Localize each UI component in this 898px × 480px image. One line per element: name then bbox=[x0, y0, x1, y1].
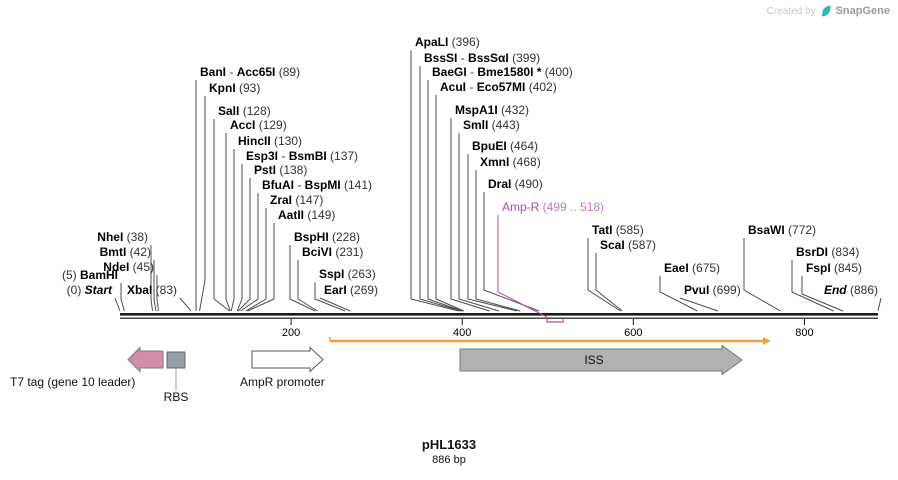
site-leader-AatII bbox=[247, 223, 275, 312]
site-label-SalI[interactable]: SalI (128) bbox=[218, 104, 271, 118]
site-leader-NdeI bbox=[156, 275, 159, 312]
site-label-Start[interactable]: (0) Start bbox=[67, 283, 113, 297]
site-leader-SalI bbox=[213, 119, 230, 312]
snapgene-watermark: Created by SnapGene bbox=[767, 4, 890, 18]
site-label-ScaI[interactable]: ScaI (587) bbox=[600, 238, 656, 252]
site-leader-Esp3I-BsmBI bbox=[236, 164, 243, 312]
site-label-BpuEI[interactable]: BpuEI (464) bbox=[472, 139, 538, 153]
feature-rbs-label[interactable]: RBS bbox=[164, 390, 189, 404]
site-leader-Start bbox=[114, 297, 121, 312]
site-leader-BsaWI bbox=[743, 238, 781, 312]
site-label-EarI[interactable]: EarI (269) bbox=[324, 283, 378, 297]
site-leader-BsrDI bbox=[791, 260, 834, 312]
site-leader-SmlI bbox=[458, 133, 500, 312]
site-leader-EarI bbox=[319, 297, 351, 312]
site-label-NdeI[interactable]: NdeI (45) bbox=[103, 260, 154, 274]
site-leader-BamHI bbox=[120, 283, 125, 312]
site-leader-NheI bbox=[150, 245, 154, 312]
site-leader-EaeI bbox=[659, 276, 698, 312]
site-leader-ZraI bbox=[245, 208, 267, 312]
site-label-PvuI[interactable]: PvuI (699) bbox=[684, 283, 741, 297]
site-leader-HincII bbox=[230, 149, 235, 312]
site-label-ZraI[interactable]: ZraI (147) bbox=[270, 193, 323, 207]
feature-iss-arrow[interactable] bbox=[459, 344, 743, 376]
site-label-ApaLI[interactable]: ApaLI (396) bbox=[415, 35, 480, 49]
site-label-HincII[interactable]: HincII (130) bbox=[238, 134, 302, 148]
snapgene-logo-icon bbox=[820, 4, 832, 18]
feature-ampr-promoter-label[interactable]: AmpR promoter bbox=[240, 375, 325, 389]
site-label-BciVI[interactable]: BciVI (231) bbox=[302, 245, 363, 259]
site-leader-BciVI bbox=[297, 260, 318, 312]
map-title-block: pHL1633 886 bp bbox=[0, 437, 898, 466]
site-leader-BssSI-BssSaI bbox=[419, 66, 462, 312]
ruler-label-200: 200 bbox=[282, 327, 300, 339]
site-leader-BaeGI-Bme1580I bbox=[427, 80, 463, 312]
site-leader-SspI bbox=[314, 282, 346, 312]
site-label-BssSI-BssSaI[interactable]: BssSI - BssSαI (399) bbox=[424, 51, 540, 65]
amp-r-range-bracket bbox=[546, 317, 564, 323]
feature-t7-tag-arrow[interactable] bbox=[127, 346, 164, 373]
site-label-FspI[interactable]: FspI (845) bbox=[806, 261, 862, 275]
ruler-label-800: 800 bbox=[795, 327, 813, 339]
site-leader-AcuI-Eco57MI bbox=[435, 95, 465, 312]
site-leader-XmnI bbox=[475, 170, 521, 312]
site-label-MspA1I[interactable]: MspA1I (432) bbox=[455, 103, 529, 117]
site-label-AccI[interactable]: AccI (129) bbox=[230, 118, 287, 132]
feature-iss-label[interactable]: ISS bbox=[584, 353, 603, 367]
site-leader-KpnI bbox=[199, 96, 206, 312]
site-label-BmtI[interactable]: BmtI (42) bbox=[100, 245, 151, 259]
site-leader-Amp-R bbox=[497, 215, 548, 318]
plasmid-name: pHL1633 bbox=[421, 437, 477, 452]
site-label-Esp3I-BsmBI[interactable]: Esp3I - BsmBI (137) bbox=[246, 149, 358, 163]
site-label-BfuAI-BspMI[interactable]: BfuAI - BspMI (141) bbox=[262, 178, 372, 192]
site-label-SmlI[interactable]: SmlI (443) bbox=[463, 118, 520, 132]
site-leader-BfuAI-BspMI bbox=[240, 193, 259, 312]
site-leader-End bbox=[877, 297, 882, 312]
site-label-End[interactable]: End (886) bbox=[824, 283, 878, 297]
site-label-KpnI[interactable]: KpnI (93) bbox=[209, 81, 260, 95]
site-label-Amp-R[interactable]: Amp-R (499 .. 518) bbox=[502, 200, 604, 214]
site-label-NheI[interactable]: NheI (38) bbox=[97, 230, 148, 244]
site-leader-FspI bbox=[801, 276, 844, 312]
site-label-BamHI[interactable]: (5) BamHI bbox=[62, 268, 118, 282]
site-label-DraI[interactable]: DraI (490) bbox=[488, 177, 543, 191]
site-label-XmnI[interactable]: XmnI (468) bbox=[480, 155, 541, 169]
site-label-BsaWI[interactable]: BsaWI (772) bbox=[748, 223, 816, 237]
site-leader-XbaI bbox=[179, 297, 192, 312]
ruler-label-600: 600 bbox=[624, 327, 642, 339]
feature-rbs-box[interactable] bbox=[166, 351, 186, 369]
ruler-label-400: 400 bbox=[453, 327, 471, 339]
site-leader-PvuI bbox=[679, 297, 719, 312]
site-leader-ApaLI bbox=[410, 50, 459, 312]
feature-orf-indicator-arrowhead bbox=[763, 337, 771, 345]
site-label-BanI-Acc65I[interactable]: BanI - Acc65I (89) bbox=[200, 65, 300, 79]
site-label-BsrDI[interactable]: BsrDI (834) bbox=[796, 245, 859, 259]
sequence-line bbox=[120, 313, 878, 316]
sequence-line-lower bbox=[120, 317, 878, 319]
site-label-BaeGI-Bme1580I[interactable]: BaeGI - Bme1580I * (400) bbox=[432, 65, 573, 79]
site-label-SspI[interactable]: SspI (263) bbox=[319, 267, 376, 281]
feature-t7-tag-label[interactable]: T7 tag (gene 10 leader) bbox=[10, 375, 135, 389]
site-label-BspHI[interactable]: BspHI (228) bbox=[294, 230, 360, 244]
site-leader-MspA1I bbox=[450, 118, 490, 312]
site-leader-BmtI bbox=[153, 260, 157, 312]
created-by-text: Created by bbox=[766, 5, 816, 17]
feature-ampr-promoter-arrow[interactable] bbox=[251, 346, 324, 373]
site-leader-TatI bbox=[587, 238, 621, 312]
site-label-AcuI-Eco57MI[interactable]: AcuI - Eco57MI (402) bbox=[440, 80, 557, 94]
snapgene-brand-text: SnapGene bbox=[835, 5, 890, 17]
site-label-XbaI[interactable]: XbaI (83) bbox=[127, 283, 177, 297]
site-label-EaeI[interactable]: EaeI (675) bbox=[664, 261, 720, 275]
site-label-PstI[interactable]: PstI (138) bbox=[254, 163, 307, 177]
site-label-AatII[interactable]: AatII (149) bbox=[278, 208, 335, 222]
site-leader-PstI bbox=[237, 178, 251, 312]
site-label-TatI[interactable]: TatI (585) bbox=[592, 223, 644, 237]
site-leader-BpuEI bbox=[467, 154, 518, 312]
site-leader-AccI bbox=[225, 133, 231, 312]
plasmid-length: 886 bp bbox=[432, 454, 466, 466]
site-leader-ScaI bbox=[595, 253, 623, 312]
site-leader-BspHI bbox=[289, 245, 316, 312]
